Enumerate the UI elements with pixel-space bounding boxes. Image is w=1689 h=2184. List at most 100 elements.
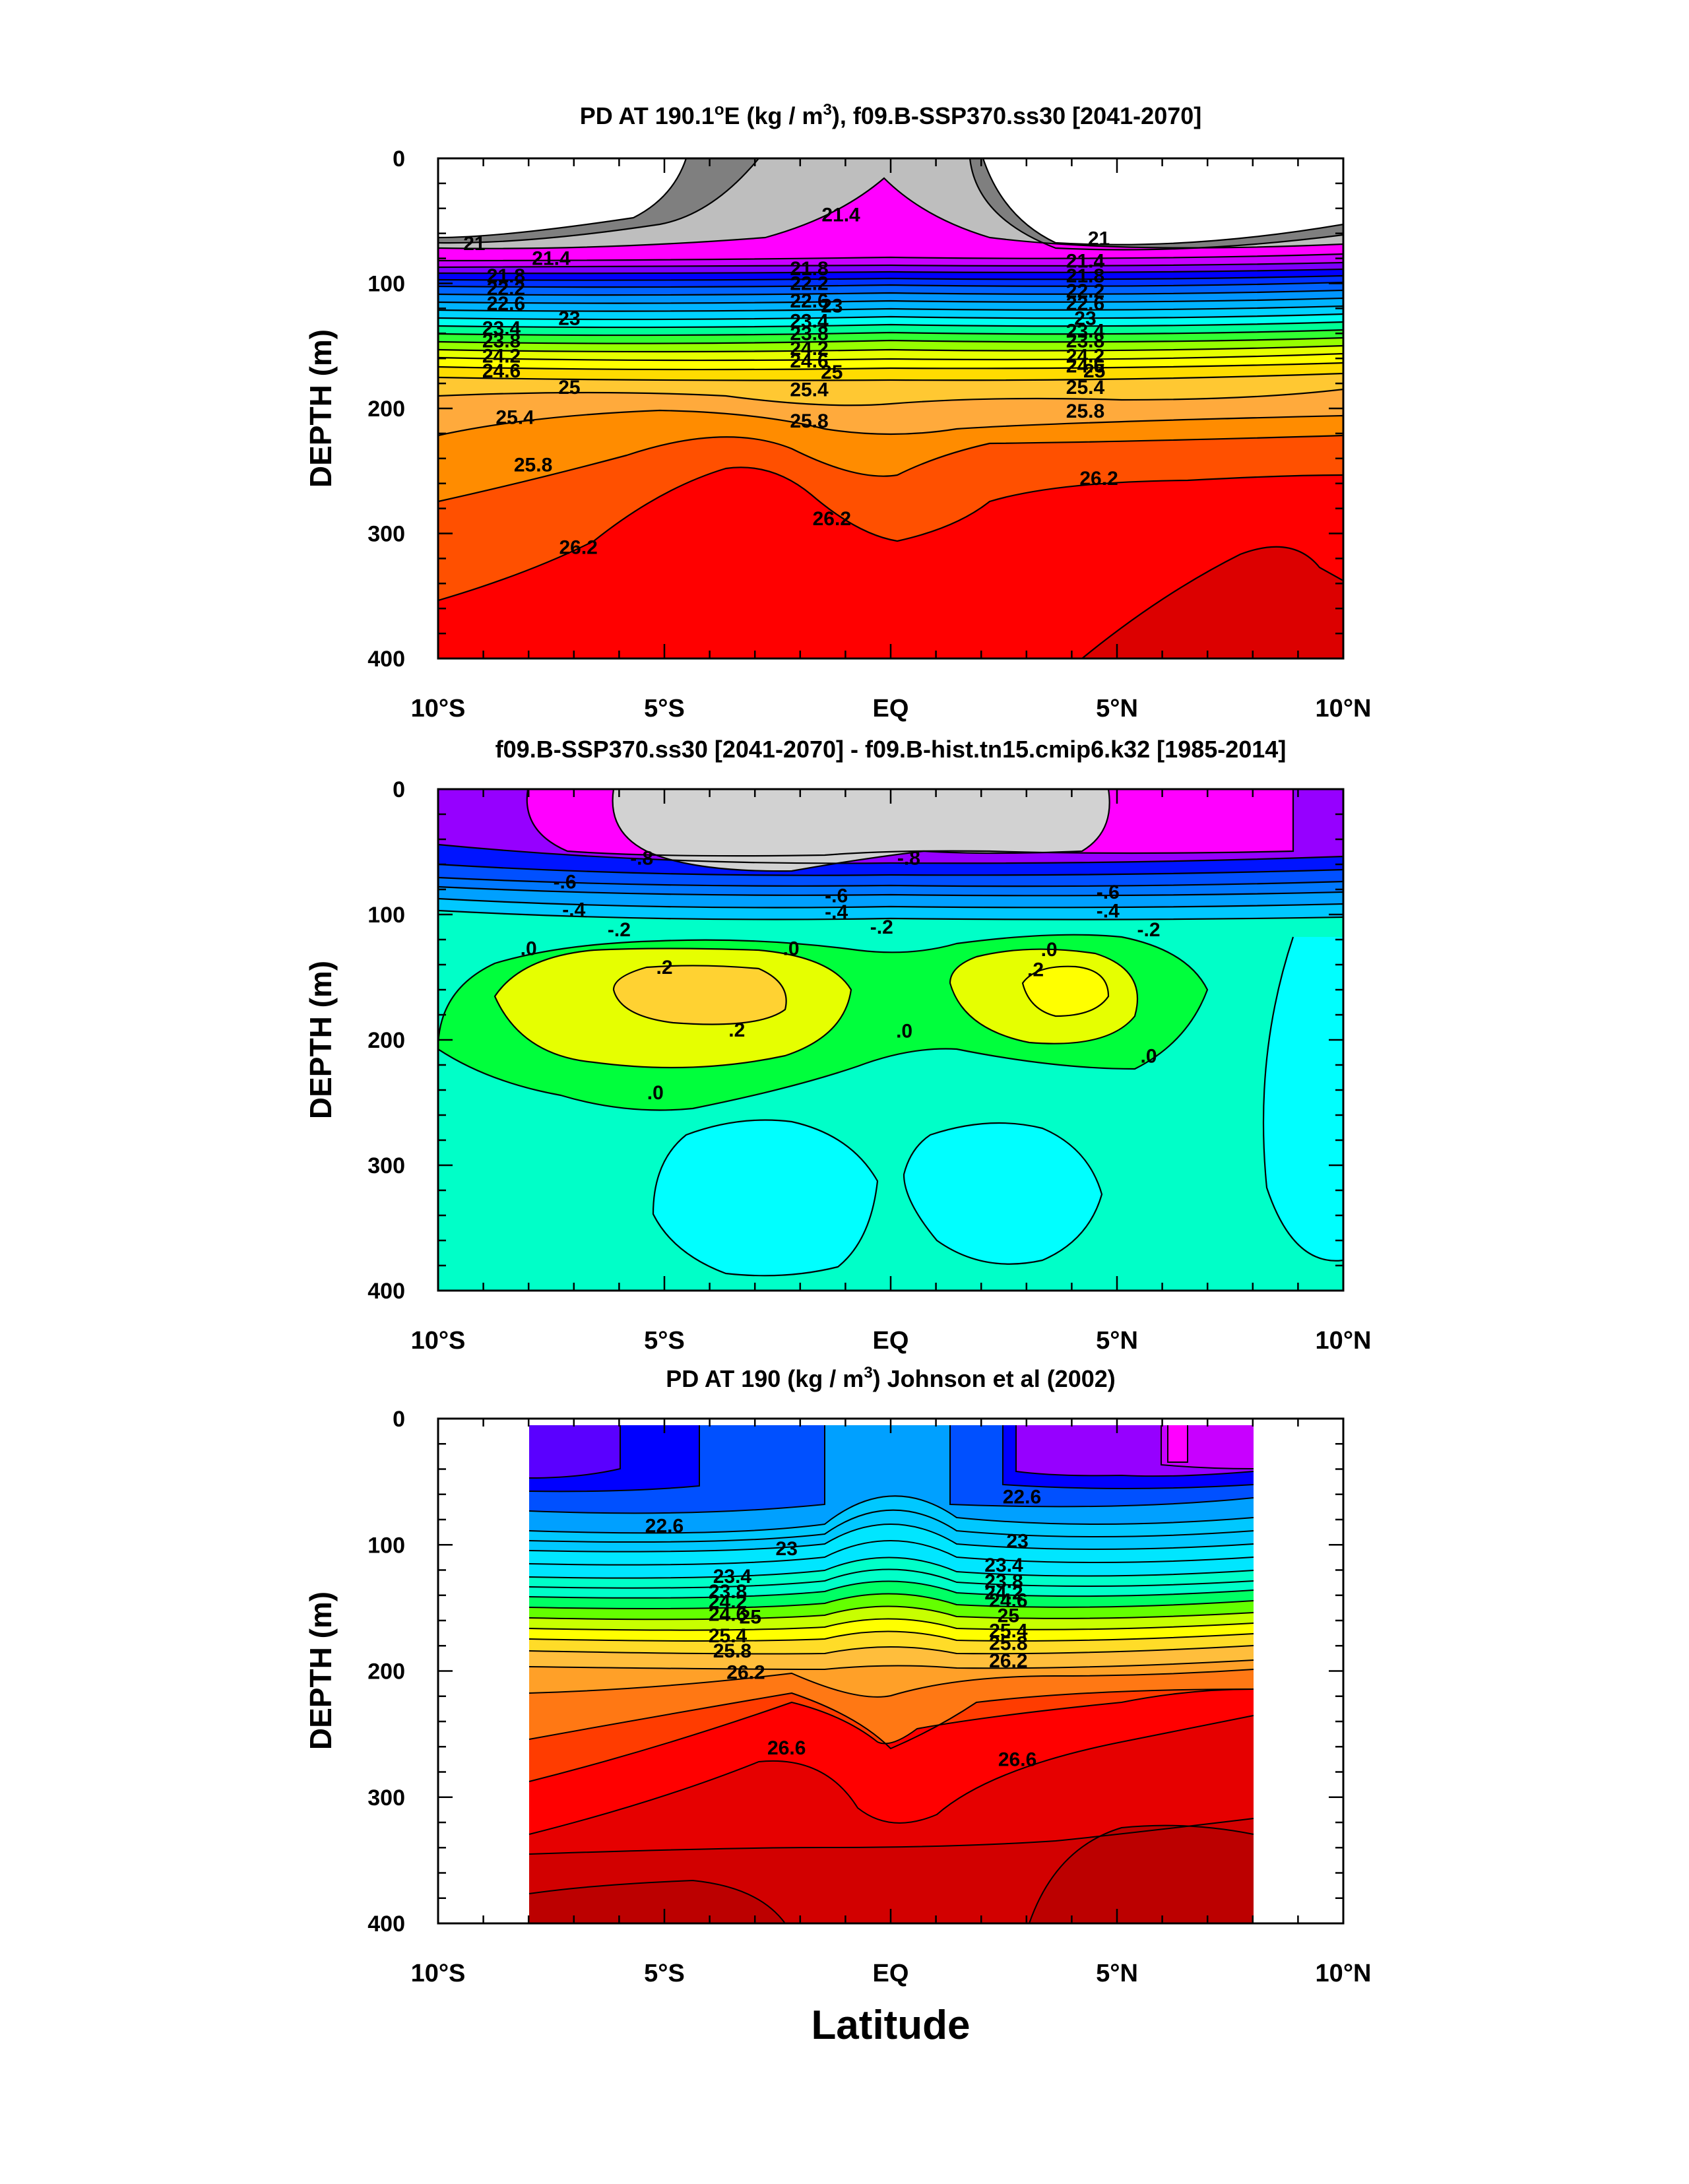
- contour-label: 23.8: [1066, 331, 1104, 352]
- x-tick-label: EQ: [873, 1327, 909, 1355]
- x-tick-label: 10°N: [1316, 1960, 1372, 1987]
- contour-label: .0: [1141, 1046, 1157, 1068]
- contour-label: 25.4: [1066, 377, 1105, 399]
- x-tick-label: 10°S: [411, 1327, 466, 1355]
- contour-label: 25: [740, 1606, 761, 1628]
- contour-label: 25.8: [989, 1632, 1027, 1654]
- y-tick-label: 0: [393, 146, 405, 172]
- panel-3-title: PD AT 190 (kg / m3) Johnson et al (2002): [666, 1364, 1116, 1392]
- panel-1-axes: 10°S 5°S EQ 5°N 10°N 0 100 200 300 400: [367, 146, 1371, 723]
- contour-label: 26.2: [1079, 468, 1118, 490]
- contour-label: .0: [896, 1021, 912, 1043]
- contour-label: 25: [1083, 360, 1105, 382]
- contour-label: 25.8: [514, 454, 552, 476]
- contour-label: 22.2: [1066, 280, 1104, 302]
- contour-label: 24.6: [482, 360, 521, 382]
- contour-label: 24.6: [790, 350, 828, 372]
- contour-label: -.4: [825, 901, 848, 923]
- contour-label: 23.4: [984, 1555, 1023, 1576]
- x-tick-label: 5°S: [644, 695, 685, 723]
- panel-2-ylabel: DEPTH (m): [303, 961, 338, 1119]
- contour-label: .2: [1027, 959, 1044, 981]
- panel-3-contour-labels: 22.62323.423.824.224.62525.425.826.226.6…: [645, 1487, 1041, 1771]
- contour-label: -.6: [1097, 882, 1120, 903]
- contour-label: 25.8: [1066, 401, 1104, 422]
- contour-label: -.8: [630, 848, 653, 870]
- contour-label: 21: [1088, 228, 1110, 249]
- contour-label: 23: [776, 1538, 798, 1560]
- contour-label: 24.2: [1066, 345, 1104, 367]
- contour-label: 21.8: [790, 258, 828, 280]
- contour-label: 23: [558, 308, 580, 330]
- contour-label: 25: [821, 362, 843, 383]
- y-tick-label: 300: [367, 522, 405, 547]
- contour-label: 22.6: [1003, 1487, 1041, 1508]
- y-tick-label: 200: [367, 1659, 405, 1685]
- contour-label: 24.6: [1066, 356, 1104, 377]
- contour-label: 25.4: [790, 379, 829, 401]
- contour-label: 26.6: [767, 1737, 806, 1759]
- contour-label: 22.6: [790, 290, 828, 312]
- contour-label: 24.2: [482, 345, 521, 367]
- panel-1-ylabel: DEPTH (m): [303, 329, 338, 488]
- y-tick-label: 400: [367, 1279, 405, 1304]
- x-tick-label: 10°S: [411, 1960, 466, 1987]
- contour-label: 22.6: [1066, 293, 1104, 315]
- x-tick-label: 5°N: [1096, 1327, 1138, 1355]
- contour-label: 26.2: [559, 536, 597, 558]
- contour-label: 24.2: [709, 1591, 747, 1613]
- panel-1-contour-labels: 2121.421.822.222.62323.423.824.224.62525…: [463, 204, 1118, 558]
- x-tick-label: 5°S: [644, 1327, 685, 1355]
- contour-label: 25.4: [989, 1620, 1028, 1642]
- contour-label: 24.6: [989, 1590, 1027, 1611]
- panel-1: 2121.421.822.222.62323.423.824.224.62525…: [367, 146, 1371, 723]
- contour-label: 22.6: [645, 1516, 684, 1537]
- contour-label: -.2: [608, 919, 631, 941]
- y-tick-label: 0: [393, 777, 405, 802]
- contour-label: .0: [783, 938, 800, 959]
- contour-label: 25.8: [713, 1640, 751, 1662]
- panel-2-contour-labels: -.8 -.8-.6-.6 -.6-.4 -.4 -.4-.2 -.2 -.2.0.0.0.…: [521, 848, 1161, 1104]
- contour-label: 23.8: [984, 1571, 1023, 1593]
- y-tick-label: 200: [367, 397, 405, 422]
- contour-label: 21.4: [1066, 250, 1105, 272]
- contour-label: .2: [728, 1019, 745, 1041]
- contour-label: 26.2: [726, 1661, 765, 1683]
- contour-label: 25.4: [495, 406, 534, 428]
- y-tick-label: 100: [367, 903, 405, 928]
- panel-1-filled-contours: [438, 158, 1343, 658]
- panel-3-ylabel: DEPTH (m): [303, 1591, 338, 1750]
- panel-2: -.8 -.8-.6-.6 -.6-.4 -.4 -.4-.2 -.2 -.2.0.0.0.…: [367, 777, 1371, 1355]
- contour-label: 24.6: [709, 1603, 747, 1625]
- contour-label: 21.4: [821, 204, 860, 226]
- y-tick-label: 100: [367, 1533, 405, 1558]
- y-tick-label: 100: [367, 272, 405, 297]
- contour-label: 22.6: [487, 293, 525, 315]
- contour-label: 23: [1006, 1531, 1028, 1553]
- x-tick-label: 10°N: [1316, 1327, 1372, 1355]
- contour-label: 23.4: [482, 318, 521, 340]
- contour-label: 22.2: [790, 273, 828, 295]
- panel-2-axes: 10°S 5°S EQ 5°N 10°N 0 100 200 300 400: [367, 777, 1371, 1355]
- y-tick-label: 0: [393, 1407, 405, 1432]
- x-tick-label: 5°S: [644, 1960, 685, 1987]
- contour-label: 21.8: [487, 265, 525, 287]
- y-tick-label: 400: [367, 1911, 405, 1937]
- contour-label: 23.4: [790, 310, 829, 332]
- contour-label: 24.2: [984, 1582, 1023, 1604]
- contour-label: 23.8: [790, 323, 828, 344]
- contour-label: 21.4: [532, 248, 571, 270]
- contour-label: -.2: [1137, 919, 1161, 941]
- contour-label: -.4: [1097, 900, 1120, 922]
- panel-1-title: PD AT 190.1oE (kg / m3), f09.B-SSP370.ss…: [580, 101, 1202, 129]
- contour-label: 23: [821, 296, 843, 317]
- contour-label: 22.2: [487, 278, 525, 300]
- contour-label: -.8: [897, 848, 920, 870]
- contour-label: 23.4: [1066, 321, 1105, 342]
- contour-label: .0: [1041, 939, 1058, 961]
- contour-label: .0: [521, 938, 537, 959]
- y-tick-label: 300: [367, 1153, 405, 1178]
- panel-3-axes: 10°S 5°S EQ 5°N 10°N 0 100 200 300 400: [367, 1407, 1371, 1987]
- contour-label: .0: [647, 1082, 664, 1104]
- contour-label: 26.2: [813, 508, 851, 530]
